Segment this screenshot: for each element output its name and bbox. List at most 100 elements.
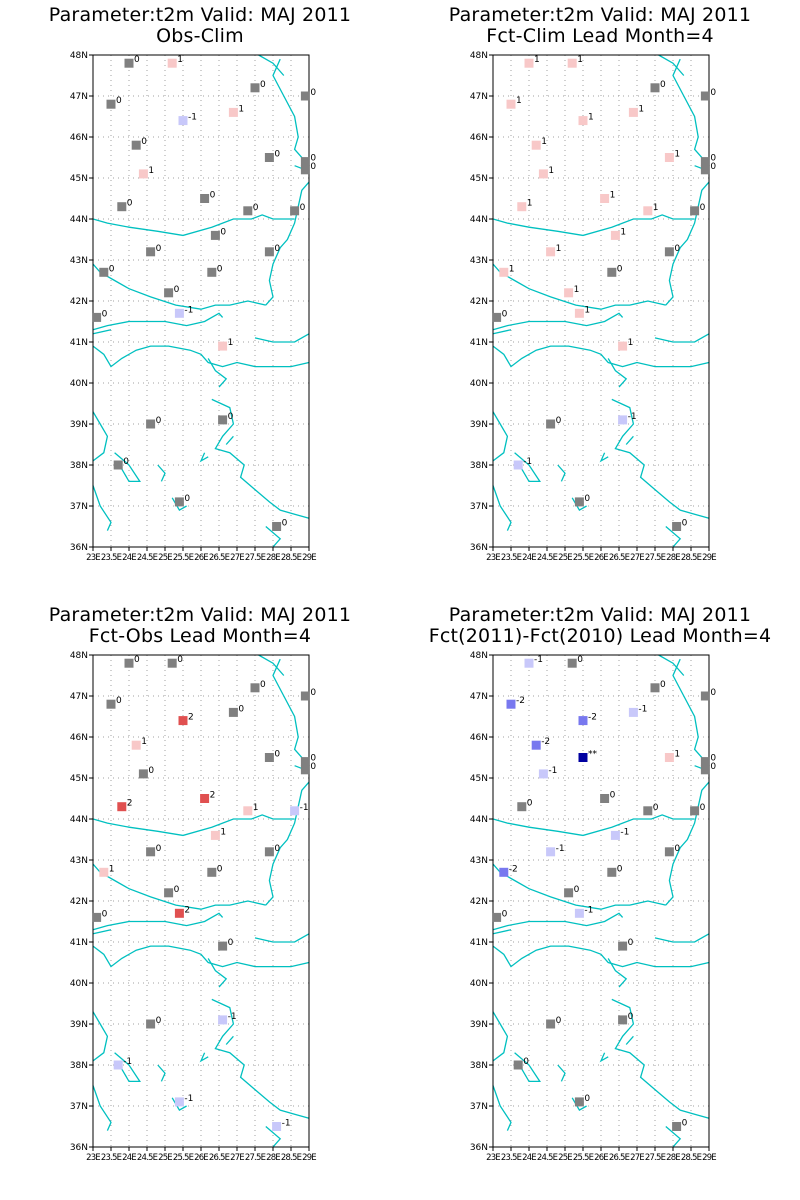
station-value: 1 [674, 750, 680, 760]
station-value: 0 [274, 844, 280, 854]
station-value: 0 [674, 844, 680, 854]
station-value: 0 [220, 227, 226, 237]
station-marker [513, 460, 523, 470]
lon-tick-label: 26E [194, 1153, 208, 1163]
station-marker [300, 91, 310, 101]
lat-tick-label: 39N [70, 420, 88, 430]
lat-tick-label: 37N [70, 502, 88, 512]
station-marker [664, 153, 674, 162]
station-value: 1 [109, 864, 115, 874]
station-value: 0 [502, 909, 508, 919]
station-marker [243, 806, 253, 816]
station-marker [146, 1019, 156, 1029]
station-value: -1 [556, 844, 565, 854]
coastline [514, 1052, 542, 1083]
coastline [492, 863, 666, 910]
station-marker [174, 308, 184, 318]
station-marker [207, 867, 217, 877]
station-value: 0 [577, 655, 583, 665]
lat-tick-label: 39N [470, 1020, 488, 1030]
lon-tick-label: 24E [122, 1153, 136, 1163]
station-value: 0 [274, 244, 280, 254]
station-value: 0 [310, 88, 316, 98]
station-value: 0 [710, 162, 716, 172]
coastline [557, 1064, 566, 1082]
station-marker [218, 1015, 228, 1025]
station-value: 0 [710, 762, 716, 772]
coastline [92, 929, 112, 935]
coastline [514, 452, 542, 483]
station-value: -1 [282, 1119, 291, 1129]
panel-subtitle: Fct-Clim Lead Month=4 [486, 25, 714, 47]
coastline [92, 345, 310, 368]
lon-tick-label: 26.5E [209, 553, 230, 563]
station-marker [538, 769, 548, 779]
station-marker [574, 908, 584, 918]
coastline [492, 411, 509, 462]
coastline [557, 464, 566, 482]
lat-tick-label: 40N [470, 979, 488, 989]
station-marker [250, 683, 260, 693]
lon-tick-label: 24E [522, 553, 536, 563]
station-value: 0 [228, 412, 234, 422]
coastline [171, 1097, 187, 1111]
station-marker [643, 806, 653, 816]
station-value: 1 [534, 55, 540, 65]
lat-tick-label: 43N [70, 256, 88, 266]
coastline [92, 312, 224, 331]
lat-tick-label: 48N [70, 51, 88, 61]
station-value: -1 [628, 412, 637, 422]
station-value: 1 [584, 305, 590, 315]
station-marker [218, 341, 228, 351]
station-marker [664, 753, 674, 762]
station-value: 0 [102, 909, 108, 919]
station-marker [524, 58, 534, 68]
coastline [92, 214, 295, 237]
station-value: 1 [610, 191, 616, 201]
lat-tick-label: 41N [470, 938, 488, 948]
coastline [492, 214, 695, 237]
lat-tick-label: 44N [470, 815, 488, 825]
lon-tick-label: 27E [630, 1153, 644, 1163]
station-marker [218, 941, 228, 951]
coastlines [92, 54, 310, 548]
coastline [225, 1035, 234, 1045]
panel-subtitle: Obs-Clim [156, 25, 244, 47]
coastline [625, 1035, 634, 1045]
station-marker [618, 1015, 628, 1025]
station-value: -2 [541, 737, 550, 747]
lon-tick-label: 27.5E [645, 553, 666, 563]
lat-tick-label: 40N [70, 979, 88, 989]
station-marker [300, 757, 310, 767]
station-value: 0 [660, 680, 666, 690]
station-value: -1 [300, 803, 309, 813]
coastline [199, 1052, 209, 1063]
coastline [265, 781, 310, 906]
lat-tick-label: 40N [470, 379, 488, 389]
lon-tick-label: 27E [230, 553, 244, 563]
coastline [265, 181, 310, 306]
grid-lines [493, 655, 709, 1147]
station-marker [531, 140, 541, 150]
lon-tick-label: 24.5E [137, 1153, 158, 1163]
station-value: 1 [238, 104, 244, 114]
coastline [272, 58, 306, 163]
lon-tick-label: 26.5E [209, 1153, 230, 1163]
station-marker [300, 165, 310, 175]
lon-tick-label: 29E [702, 553, 716, 563]
coastline [492, 345, 710, 368]
station-value: 1 [509, 264, 515, 274]
lon-tick-label: 25E [558, 553, 572, 563]
station-marker [492, 312, 502, 322]
station-marker [146, 419, 156, 429]
station-marker [117, 202, 127, 212]
coastline [254, 333, 310, 343]
station-marker [164, 888, 174, 898]
station-marker [650, 683, 660, 693]
station-marker [628, 707, 638, 717]
coastline [658, 54, 685, 76]
coastline [207, 358, 228, 388]
station-value: 1 [253, 803, 259, 813]
map-panel-obs-clim: Parameter:t2m Valid: MAJ 2011 Obs-Clim 3… [0, 0, 400, 600]
coastline [272, 658, 306, 763]
